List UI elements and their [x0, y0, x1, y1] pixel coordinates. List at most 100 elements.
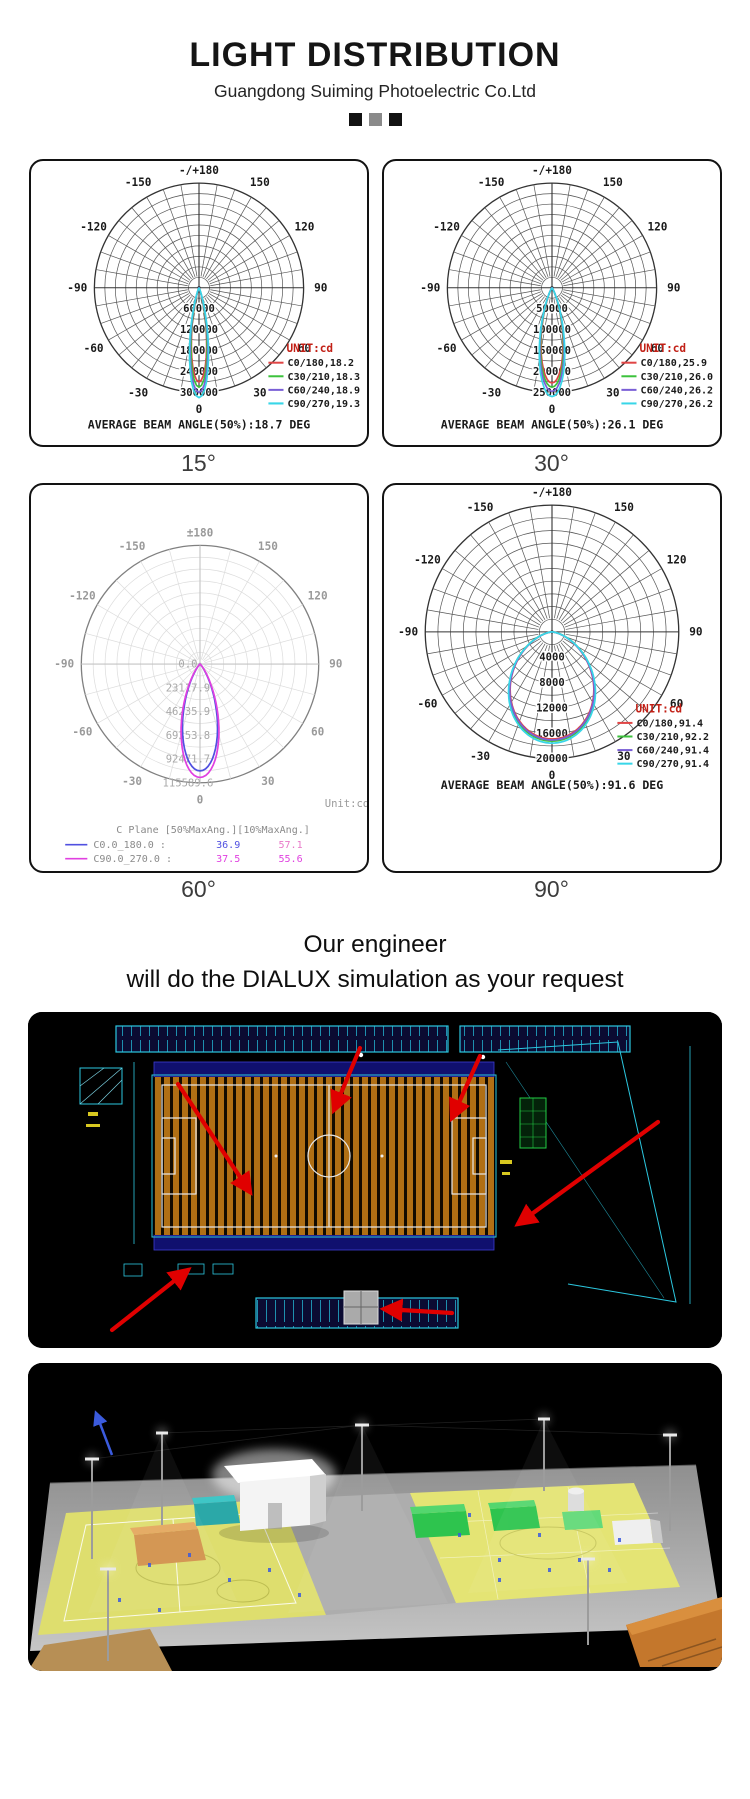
- chart-caption-30deg: 30°: [534, 449, 569, 476]
- svg-text:-/+180: -/+180: [532, 164, 572, 177]
- page-title: LIGHT DISTRIBUTION: [189, 36, 561, 74]
- svg-text:150: 150: [249, 176, 269, 189]
- walkway: [280, 1493, 456, 1616]
- svg-text:150: 150: [257, 540, 277, 553]
- chart-figure-90deg: -150 150 -120 120 -90 90 -60 60 -30 30 0 -/+180 4000…: [381, 482, 722, 907]
- chart-figure-30deg: -150 150 -120 120 -90 90 -60 60 -30 30 0 -/+180 5000…: [381, 159, 722, 481]
- chart-caption-60deg: 60°: [181, 875, 216, 902]
- svg-text:C30/210,92.2: C30/210,92.2: [636, 732, 709, 743]
- svg-text:60: 60: [310, 725, 323, 738]
- engineer-note: Our engineer will do the DIALUX simulati…: [0, 927, 750, 997]
- illuminated-court-right: [410, 1483, 680, 1604]
- svg-text:200000: 200000: [532, 366, 570, 378]
- svg-text:0: 0: [196, 793, 203, 806]
- svg-text:0.0: 0.0: [178, 658, 197, 670]
- pitch-markings: [161, 1084, 487, 1228]
- calc-point-marks: [118, 1513, 621, 1613]
- svg-text:120: 120: [666, 553, 686, 566]
- svg-text:30: 30: [606, 387, 619, 400]
- header: LIGHT DISTRIBUTION Guangdong Suiming Pho…: [0, 0, 750, 126]
- engineer-note-line1: Our engineer: [303, 930, 447, 958]
- svg-text:AVERAGE BEAM ANGLE(50%):91.6 D: AVERAGE BEAM ANGLE(50%):91.6 DEG: [440, 777, 663, 791]
- svg-text:12000: 12000: [536, 702, 568, 714]
- svg-text:60: 60: [669, 697, 682, 710]
- chart-figure-60deg: -150 150 -120 120 -90 90 -60 60 -30 30 0 ±180 0.0 231…: [28, 482, 369, 907]
- svg-text:C0/180,91.4: C0/180,91.4: [636, 718, 703, 729]
- svg-text:-/+180: -/+180: [532, 486, 572, 499]
- grandstand-top-bars: [115, 1025, 631, 1060]
- tan-strip: [28, 1629, 172, 1672]
- wire-lines: [91, 1418, 671, 1460]
- svg-text:-30: -30: [470, 750, 490, 763]
- svg-text:Unit:cd: Unit:cd: [324, 798, 366, 810]
- svg-text:C90/270,91.4: C90/270,91.4: [636, 759, 709, 770]
- svg-text:100000: 100000: [532, 324, 570, 336]
- svg-text:-60: -60: [436, 342, 456, 355]
- svg-text:-60: -60: [417, 697, 437, 710]
- svg-text:-30: -30: [481, 387, 501, 400]
- svg-text:150: 150: [602, 176, 622, 189]
- svg-text:0: 0: [548, 403, 555, 416]
- svg-text:60: 60: [297, 342, 310, 355]
- svg-text:69353.8: 69353.8: [165, 729, 209, 741]
- dialux-3d-render-image: [28, 1363, 722, 1672]
- svg-text:120: 120: [307, 589, 327, 602]
- square-icon: [388, 113, 402, 126]
- engineer-note-line2: will do the DIALUX simulation as your re…: [126, 966, 624, 994]
- svg-text:±180: ±180: [186, 526, 213, 539]
- svg-text:46235.9: 46235.9: [165, 706, 209, 718]
- svg-text:-60: -60: [83, 342, 103, 355]
- dialux-plan-svg: [28, 1012, 722, 1349]
- svg-text:C Plane [50%MaxAng.][10%MaxAn: C Plane [50%MaxAng.][10%MaxAng.]: [116, 825, 310, 836]
- polar-chart-60deg: -150 150 -120 120 -90 90 -60 60 -30 30 0 ±180 0.0 231…: [28, 482, 369, 873]
- polar-chart-30deg: -150 150 -120 120 -90 90 -60 60 -30 30 0 -/+180 5000…: [381, 159, 722, 447]
- svg-text:C0.0_180.0 :: C0.0_180.0 :: [93, 840, 166, 851]
- svg-text:120: 120: [294, 220, 314, 233]
- svg-text:90: 90: [329, 657, 342, 670]
- svg-text:4000: 4000: [539, 651, 564, 663]
- svg-text:120: 120: [647, 220, 667, 233]
- svg-text:C90.0_270.0 :: C90.0_270.0 :: [93, 854, 172, 865]
- svg-text:150: 150: [613, 500, 633, 513]
- svg-text:-120: -120: [433, 220, 460, 233]
- svg-text:-90: -90: [54, 657, 74, 670]
- svg-text:-90: -90: [420, 281, 440, 294]
- chart-caption-15deg: 15°: [181, 449, 216, 476]
- dialux-3d-svg: [28, 1363, 722, 1672]
- svg-text:-90: -90: [67, 281, 87, 294]
- square-icon: [368, 113, 382, 126]
- light-distribution-charts: -150 150 -120 120 -90 90 -60 60 -30 30 0 -/+180 6000…: [28, 159, 722, 907]
- svg-text:240000: 240000: [179, 366, 217, 378]
- white-building: [212, 1449, 336, 1544]
- dialux-plan-image: [28, 1012, 722, 1349]
- svg-text:-150: -150: [118, 540, 145, 553]
- svg-text:90: 90: [689, 625, 702, 638]
- svg-text:-60: -60: [72, 725, 92, 738]
- svg-text:C60/240,18.9: C60/240,18.9: [287, 385, 360, 396]
- square-icon: [348, 113, 362, 126]
- svg-text:-120: -120: [69, 589, 96, 602]
- svg-text:-30: -30: [128, 387, 148, 400]
- svg-text:C60/240,26.2: C60/240,26.2: [640, 385, 713, 396]
- polar-chart-90deg: -150 150 -120 120 -90 90 -60 60 -30 30 0 -/+180 4000…: [381, 482, 722, 873]
- svg-text:30: 30: [261, 775, 274, 788]
- green-containers: [410, 1487, 663, 1546]
- svg-text:120000: 120000: [179, 324, 217, 336]
- svg-text:UNIT:cd: UNIT:cd: [635, 702, 682, 715]
- blue-north-arrow: [93, 1410, 114, 1456]
- chart-figure-15deg: -150 150 -120 120 -90 90 -60 60 -30 30 0 -/+180 6000…: [28, 159, 369, 481]
- right-structures: [497, 1041, 691, 1305]
- svg-text:C30/210,26.0: C30/210,26.0: [640, 372, 713, 383]
- svg-text:-120: -120: [414, 553, 441, 566]
- svg-text:90: 90: [667, 281, 680, 294]
- svg-text:-150: -150: [477, 176, 504, 189]
- svg-text:36.9: 36.9: [216, 840, 240, 851]
- svg-text:AVERAGE BEAM ANGLE(50%):18.7 D: AVERAGE BEAM ANGLE(50%):18.7 DEG: [87, 418, 310, 432]
- svg-text:60000: 60000: [183, 303, 215, 315]
- svg-text:-90: -90: [398, 625, 418, 638]
- svg-text:115589.6: 115589.6: [162, 777, 213, 789]
- svg-text:180000: 180000: [179, 345, 217, 357]
- svg-text:C60/240,91.4: C60/240,91.4: [636, 745, 709, 756]
- svg-text:30: 30: [253, 387, 266, 400]
